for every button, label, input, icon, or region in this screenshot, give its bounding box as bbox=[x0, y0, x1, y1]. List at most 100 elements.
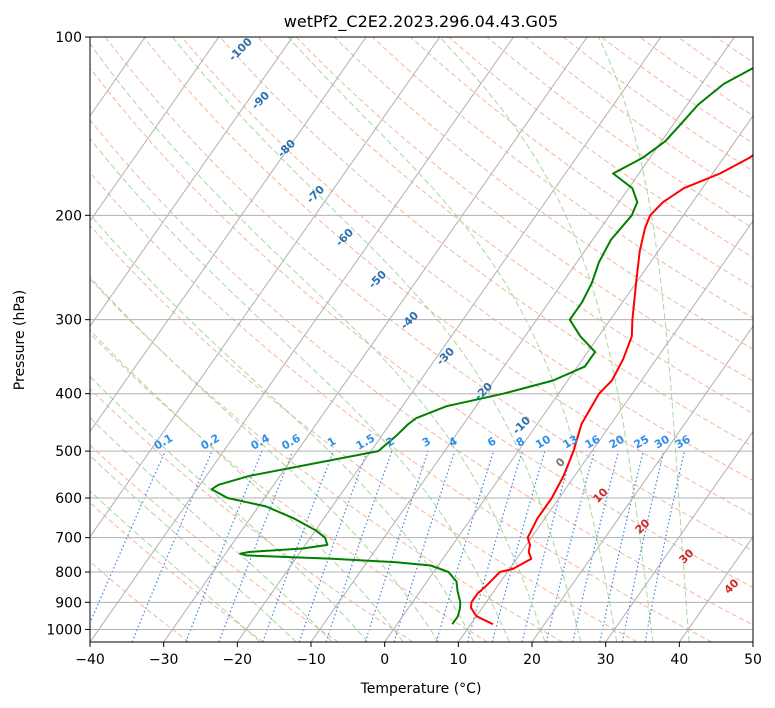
grid-lines bbox=[0, 37, 753, 642]
dry-adiabat-line bbox=[219, 37, 753, 448]
y-tick-label: 400 bbox=[55, 387, 82, 403]
y-tick-label: 100 bbox=[55, 30, 82, 46]
y-axis-ticks: 100 200 300 400 500 600 700 800 900 1000 bbox=[46, 30, 90, 638]
mixing-ratio-line bbox=[545, 450, 595, 642]
x-tick-label: −30 bbox=[149, 652, 179, 668]
moist-adiabat-line bbox=[439, 37, 654, 642]
mixing-ratio-line bbox=[218, 450, 294, 642]
mixing-ratio-line bbox=[521, 450, 573, 642]
isotherm-line bbox=[90, 37, 293, 328]
y-tick-label: 700 bbox=[55, 531, 82, 547]
dry-adiabat-line bbox=[90, 278, 563, 642]
moist-adiabat-line bbox=[172, 37, 582, 642]
mixing-ratio-line bbox=[466, 450, 523, 642]
dry-adiabat-line bbox=[143, 37, 753, 516]
x-tick-label: 40 bbox=[670, 652, 688, 668]
mixing-ratio-line bbox=[644, 450, 686, 642]
moist-adiabat-line bbox=[90, 213, 475, 642]
moist-adiabat-line bbox=[90, 137, 510, 642]
y-tick-label: 200 bbox=[55, 208, 82, 224]
x-tick-label: 30 bbox=[597, 652, 615, 668]
mixing-ratio-label: 0.2 bbox=[199, 432, 222, 453]
moist-adiabat-label: 40 bbox=[722, 576, 742, 596]
y-tick-label: 600 bbox=[55, 491, 82, 507]
x-tick-label: −20 bbox=[223, 652, 253, 668]
mixing-ratio-label: 20 bbox=[607, 432, 627, 451]
mixing-ratio-label: 3 bbox=[420, 435, 433, 450]
profile-line bbox=[210, 66, 753, 625]
dry-adiabat-line bbox=[90, 560, 190, 642]
dry-adiabat-label: -10 bbox=[510, 414, 533, 437]
moist-adiabat-line bbox=[90, 375, 369, 642]
dry-adiabat-line bbox=[90, 67, 753, 588]
dry-adiabat-line bbox=[448, 37, 753, 259]
mixing-ratio-label: 10 bbox=[533, 432, 553, 451]
mixing-ratio-line bbox=[435, 450, 495, 642]
isotherm-line bbox=[0, 37, 72, 642]
x-tick-label: −10 bbox=[296, 652, 326, 668]
isotherm-line bbox=[236, 37, 662, 642]
y-axis-label: Pressure (hPa) bbox=[12, 290, 28, 390]
moist-adiabat-line bbox=[90, 329, 404, 642]
isotherm-line bbox=[163, 37, 588, 642]
mixing-ratio-label: 0.6 bbox=[279, 431, 303, 452]
isotherm-line bbox=[310, 37, 735, 642]
moist-adiabat-line bbox=[90, 416, 333, 642]
dry-adiabat-label: -90 bbox=[249, 89, 272, 112]
y-tick-label: 800 bbox=[55, 565, 82, 581]
mixing-ratio-line bbox=[90, 450, 166, 625]
isotherm-line bbox=[531, 325, 753, 642]
mixing-ratio-line bbox=[621, 450, 665, 642]
x-tick-label: 0 bbox=[380, 652, 389, 668]
y-tick-label: 300 bbox=[55, 313, 82, 329]
y-tick-label: 500 bbox=[55, 444, 82, 460]
mixing-ratio-line bbox=[491, 450, 546, 642]
y-tick-label: 1000 bbox=[46, 622, 82, 638]
mixing-ratio-line bbox=[325, 450, 393, 642]
isotherm-line bbox=[90, 37, 514, 642]
dry-adiabat-label: -50 bbox=[366, 268, 389, 291]
dry-adiabat-line bbox=[104, 37, 753, 552]
x-tick-label: 50 bbox=[744, 652, 762, 668]
dry-adiabat-line bbox=[677, 37, 753, 90]
isotherm-line bbox=[605, 430, 753, 642]
moist-adiabat-line bbox=[287, 37, 618, 642]
dry-adiabat-line bbox=[639, 37, 753, 117]
mixing-ratio-line bbox=[131, 450, 213, 642]
mixing-ratio-label: 1.5 bbox=[354, 432, 377, 453]
x-tick-label: 20 bbox=[523, 652, 541, 668]
dry-adiabat-line bbox=[90, 444, 339, 642]
dry-adiabat-line bbox=[257, 37, 753, 414]
mixing-ratio-line bbox=[599, 450, 644, 642]
dry-adiabat-line bbox=[90, 171, 712, 642]
isotherm-line bbox=[752, 641, 753, 642]
isotherm-line bbox=[90, 37, 220, 222]
dry-adiabat-line bbox=[181, 37, 753, 482]
mixing-ratio-line bbox=[364, 450, 429, 642]
dry-adiabat-line bbox=[372, 37, 753, 319]
moist-adiabat-label: 30 bbox=[677, 546, 697, 566]
profile-line bbox=[470, 153, 753, 626]
dry-adiabat-label: -30 bbox=[434, 345, 457, 368]
mixing-ratio-label: 30 bbox=[652, 432, 672, 451]
x-axis-label: Temperature (°C) bbox=[360, 681, 482, 697]
dry-adiabat-line bbox=[90, 119, 753, 626]
dry-adiabat-line bbox=[333, 37, 753, 350]
moist-adiabat-label: 10 bbox=[591, 485, 611, 505]
profile-series bbox=[210, 66, 753, 626]
isotherm-line bbox=[90, 37, 441, 538]
isotherm-line bbox=[678, 535, 753, 642]
moist-adiabat-label: 20 bbox=[633, 516, 653, 536]
background-lines bbox=[90, 37, 753, 642]
mixing-ratio-line bbox=[262, 450, 334, 642]
chart-title: wetPf2_C2E2.2023.296.04.43.G05 bbox=[284, 12, 558, 32]
x-tick-label: −40 bbox=[75, 652, 105, 668]
dry-adiabat-line bbox=[90, 502, 264, 642]
x-tick-label: 10 bbox=[449, 652, 467, 668]
moist-adiabat-line bbox=[598, 37, 690, 642]
isotherm-line bbox=[457, 220, 753, 642]
moist-adiabat-line bbox=[90, 276, 439, 642]
mixing-ratio-line bbox=[298, 450, 368, 642]
dry-adiabat-line bbox=[715, 37, 753, 64]
